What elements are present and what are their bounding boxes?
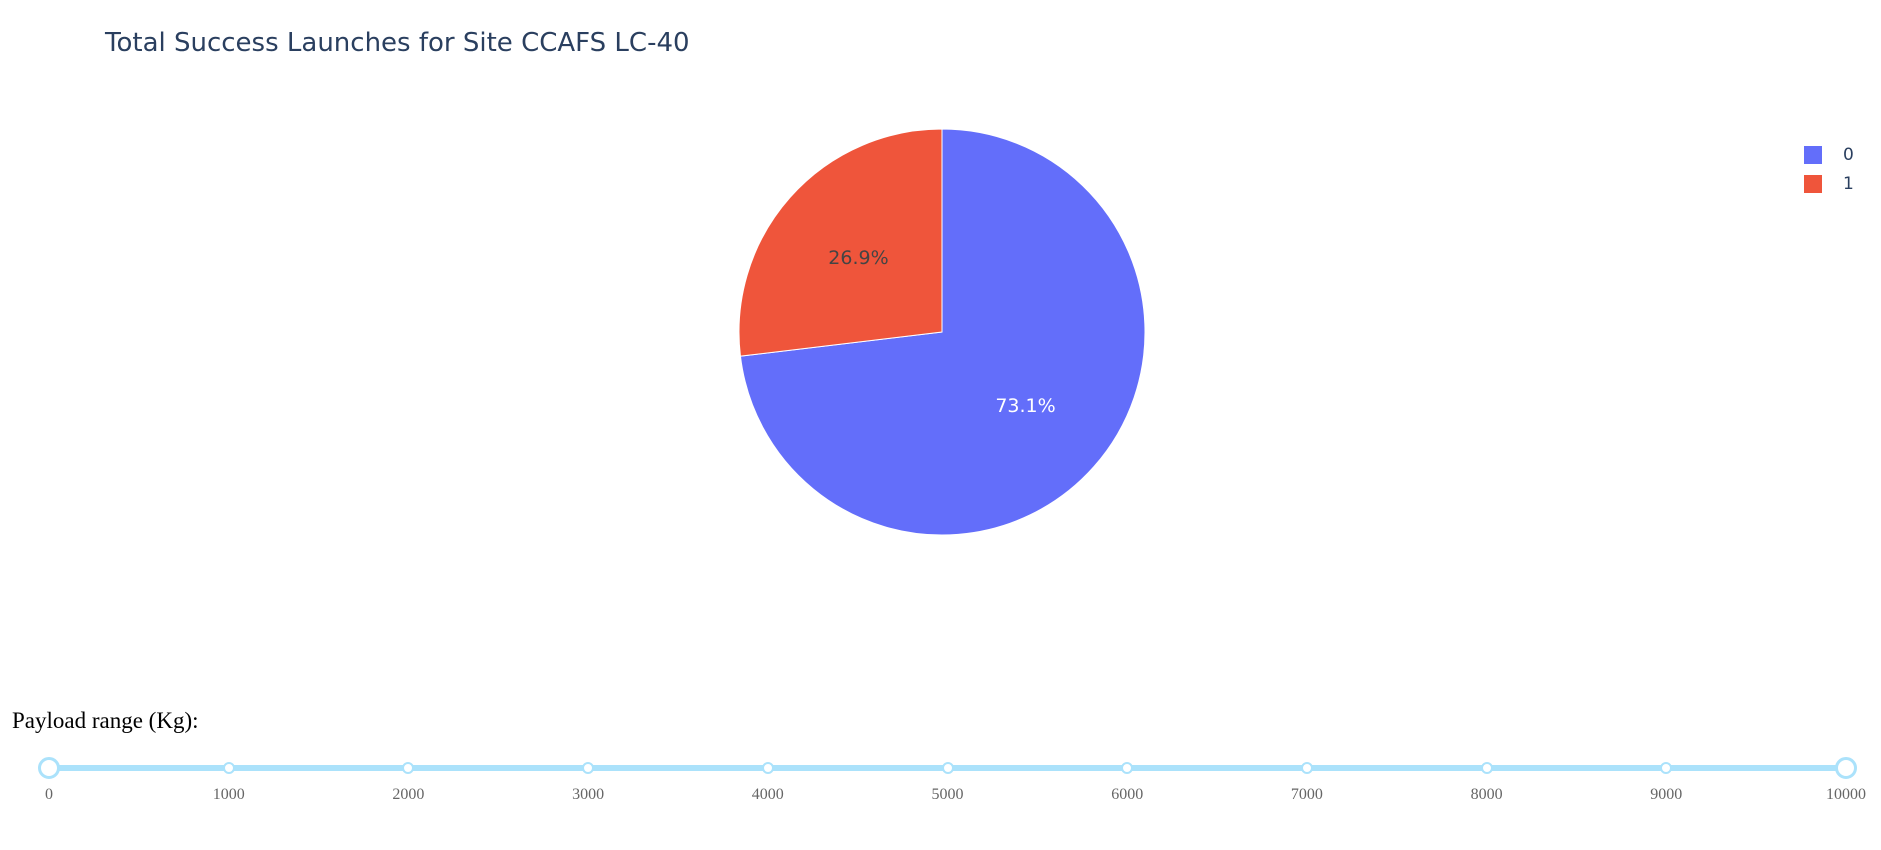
pie-slice-1[interactable] xyxy=(738,128,943,357)
pie-chart: Total Success Launches for Site CCAFS LC… xyxy=(105,28,1854,536)
slider-handle-max[interactable] xyxy=(1835,757,1857,779)
slider-mark-label: 7000 xyxy=(1290,786,1323,803)
slider-mark-label: 10000 xyxy=(1826,786,1866,803)
legend-label: 0 xyxy=(1843,144,1854,165)
pie-slice-label-1: 26.9% xyxy=(828,247,888,269)
slider-step-dot[interactable] xyxy=(1300,762,1313,774)
slider-step-dot[interactable] xyxy=(1660,762,1673,774)
slider-handle-min[interactable] xyxy=(38,757,60,779)
legend-swatch xyxy=(1804,174,1822,193)
pie-slice-0[interactable] xyxy=(739,128,1146,536)
slider-step-dot[interactable] xyxy=(222,762,235,774)
payload-range-slider-section: Payload range (Kg): 0 1000 2000 3000 4000 500… xyxy=(0,700,1881,850)
slider-step-dot[interactable] xyxy=(582,762,595,774)
slider-mark-label: 4000 xyxy=(751,786,784,803)
chart-title: Total Success Launches for Site CCAFS LC… xyxy=(105,28,690,58)
slider-step-dot[interactable] xyxy=(761,762,774,774)
legend-label: 1 xyxy=(1843,173,1854,194)
slider-mark-label: 6000 xyxy=(1111,786,1144,803)
slider-mark-label: 5000 xyxy=(931,786,964,803)
slider-step-dot[interactable] xyxy=(1480,762,1493,774)
slider-step-dot[interactable] xyxy=(402,762,415,774)
slider-mark-label: 0 xyxy=(45,786,53,803)
legend-swatch xyxy=(1804,145,1822,164)
slider-label: Payload range (Kg): xyxy=(12,708,199,733)
slider-mark-label: 1000 xyxy=(212,786,245,803)
legend-item-0[interactable]: 0 xyxy=(1804,140,1854,169)
pie-slice-label-0: 73.1% xyxy=(995,395,1055,417)
legend-item-1[interactable]: 1 xyxy=(1804,169,1854,198)
slider-mark-label: 3000 xyxy=(572,786,605,803)
slider-step-dot[interactable] xyxy=(941,762,954,774)
slider-mark-label: 8000 xyxy=(1470,786,1503,803)
pie-chart-svg: 73.1% 26.9% xyxy=(738,128,1146,536)
slider-step-dot[interactable] xyxy=(1121,762,1134,774)
slider-mark-label: 2000 xyxy=(392,786,425,803)
slider-mark-label: 9000 xyxy=(1650,786,1683,803)
